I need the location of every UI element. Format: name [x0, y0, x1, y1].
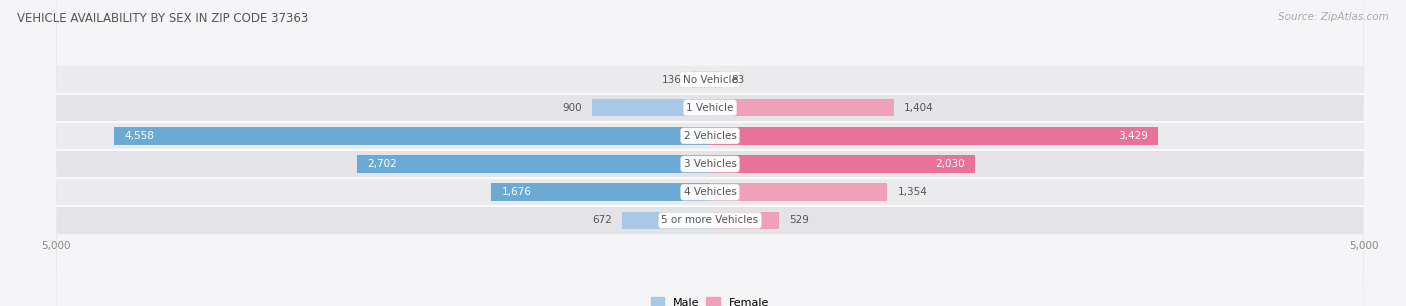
FancyBboxPatch shape — [56, 0, 1364, 291]
FancyBboxPatch shape — [56, 9, 1364, 306]
Bar — [623, 212, 710, 229]
Text: No Vehicle: No Vehicle — [682, 75, 738, 84]
Bar — [114, 127, 710, 145]
Text: 1,354: 1,354 — [897, 187, 928, 197]
Bar — [710, 127, 1159, 145]
Text: 136: 136 — [662, 75, 682, 84]
Bar — [710, 155, 976, 173]
Text: 4,558: 4,558 — [125, 131, 155, 141]
Text: 5 or more Vehicles: 5 or more Vehicles — [661, 215, 759, 225]
Text: 2,702: 2,702 — [367, 159, 396, 169]
FancyBboxPatch shape — [56, 0, 1364, 306]
Text: 3,429: 3,429 — [1118, 131, 1147, 141]
Legend: Male, Female: Male, Female — [651, 297, 769, 306]
Text: 1,676: 1,676 — [502, 187, 531, 197]
Text: 672: 672 — [592, 215, 612, 225]
Bar — [710, 99, 894, 116]
Bar — [710, 71, 721, 88]
FancyBboxPatch shape — [56, 0, 1364, 306]
FancyBboxPatch shape — [56, 0, 1364, 306]
Text: VEHICLE AVAILABILITY BY SEX IN ZIP CODE 37363: VEHICLE AVAILABILITY BY SEX IN ZIP CODE … — [17, 12, 308, 25]
Text: Source: ZipAtlas.com: Source: ZipAtlas.com — [1278, 12, 1389, 22]
Text: 900: 900 — [562, 103, 582, 113]
Text: 3 Vehicles: 3 Vehicles — [683, 159, 737, 169]
Text: 2,030: 2,030 — [935, 159, 965, 169]
Text: 529: 529 — [790, 215, 810, 225]
Bar — [357, 155, 710, 173]
FancyBboxPatch shape — [56, 0, 1364, 306]
Text: 4 Vehicles: 4 Vehicles — [683, 187, 737, 197]
Bar — [692, 71, 710, 88]
Text: 83: 83 — [731, 75, 745, 84]
Bar — [592, 99, 710, 116]
Text: 2 Vehicles: 2 Vehicles — [683, 131, 737, 141]
Bar — [710, 184, 887, 201]
Bar — [710, 212, 779, 229]
Text: 1 Vehicle: 1 Vehicle — [686, 103, 734, 113]
Text: 1,404: 1,404 — [904, 103, 934, 113]
Bar — [491, 184, 710, 201]
